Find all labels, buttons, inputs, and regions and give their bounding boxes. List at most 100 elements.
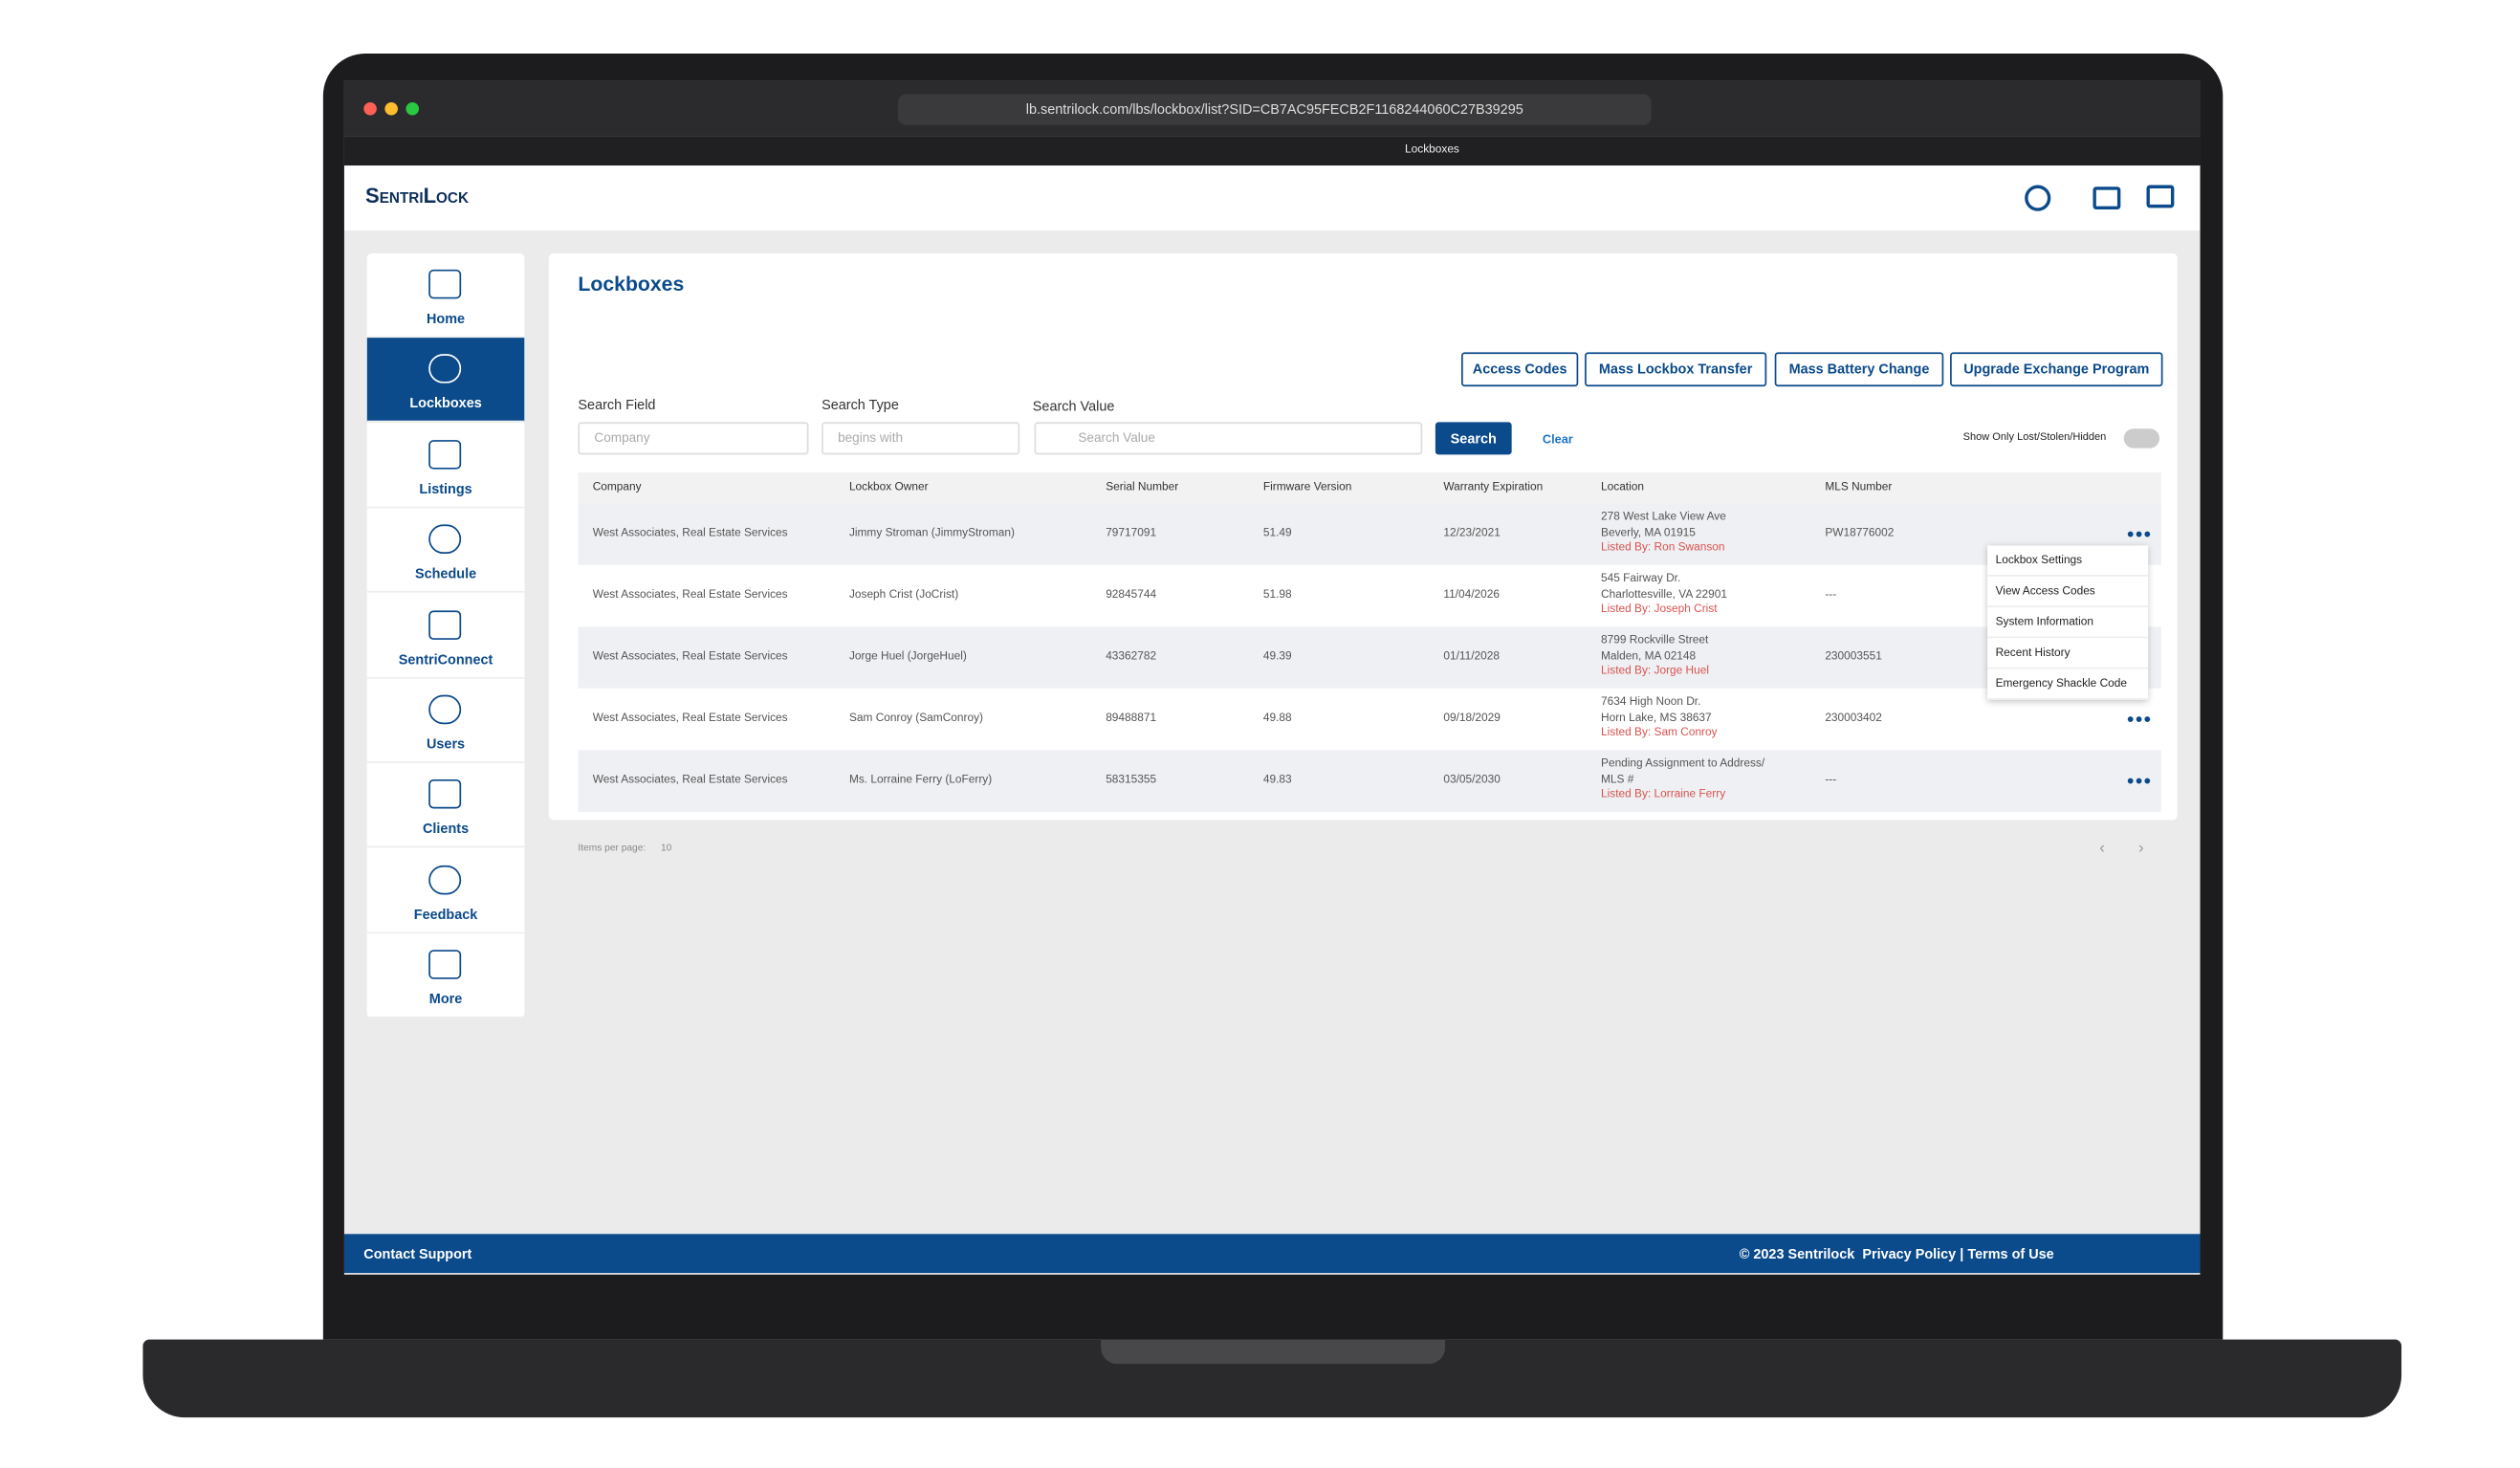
nav-icon	[428, 950, 462, 980]
cell: 12/23/2021	[1443, 527, 1501, 539]
nav-icon	[428, 779, 462, 810]
action-button[interactable]: Upgrade Exchange Program	[1950, 352, 2163, 387]
cell: Joseph Crist (JoCrist)	[848, 589, 959, 602]
next-page[interactable]: ›	[2138, 839, 2144, 858]
column-header: Warranty Expiration	[1443, 482, 1544, 494]
clear-link[interactable]: Clear	[1542, 431, 1573, 447]
context-menu: Lockbox Settings View Access Codes System …	[1987, 545, 2149, 700]
nav-item[interactable]: Listings	[366, 424, 525, 509]
nav-icon	[428, 865, 462, 895]
row-menu[interactable]: •••	[2127, 708, 2153, 732]
cell: PW18776002	[1825, 527, 1895, 539]
cell: 230003551	[1825, 650, 1882, 663]
cell: 43362782	[1106, 650, 1157, 663]
table-header	[578, 472, 2161, 504]
column-header: Firmware Version	[1262, 482, 1352, 494]
cell: Sam Conroy (SamConroy)	[848, 712, 983, 725]
nav-label: Clients	[422, 821, 470, 838]
menu-item[interactable]: View Access Codes	[1987, 577, 2149, 607]
column-header: Lockbox Owner	[848, 482, 929, 494]
cell: 49.39	[1262, 650, 1292, 663]
cell: 58315355	[1106, 774, 1157, 786]
row-menu[interactable]: •••	[2127, 522, 2153, 546]
cell: Jorge Huel (JorgeHuel)	[848, 650, 967, 663]
nav-item[interactable]: More	[366, 934, 525, 1019]
main-panel: Lockboxes Access Codes Mass Lockbox Transf…	[548, 252, 2178, 857]
nav-icon	[428, 694, 462, 725]
cell: 51.98	[1262, 589, 1292, 602]
location-line: Malden, MA 02148	[1601, 649, 1697, 662]
nav-item[interactable]: Feedback	[366, 849, 525, 933]
copyright: © 2023 Sentrilock Privacy Policy | Terms…	[1740, 1234, 2054, 1273]
nav-label: Lockboxes	[409, 395, 482, 412]
nav-icon	[428, 609, 462, 640]
url-bar[interactable]: lb.sentrilock.com/lbs/lockbox/list?SID=C…	[897, 94, 1652, 125]
column-header: MLS Number	[1825, 482, 1893, 494]
table-row	[578, 564, 2161, 627]
nav-item[interactable]: SentriConnect	[366, 594, 525, 678]
cell: West Associates, Real Estate Services	[592, 774, 788, 786]
menu-item[interactable]: Lockbox Settings	[1987, 545, 2149, 577]
terms-link[interactable]: Terms of Use	[1967, 1245, 2054, 1262]
location-line: 545 Fairway Dr.	[1601, 573, 1681, 585]
search-type-select[interactable]: begins with	[822, 422, 1020, 455]
items-per-page-label: Items per page:	[578, 844, 646, 855]
location-line: Pending Assignment to Address/	[1601, 757, 1765, 770]
screen: lb.sentrilock.com/lbs/lockbox/list?SID=C…	[343, 80, 2201, 1275]
nav-icon	[428, 269, 462, 299]
action-button[interactable]: Mass Battery Change	[1774, 352, 1944, 387]
action-button[interactable]: Mass Lockbox Transfer	[1585, 352, 1767, 387]
nav-icon	[428, 439, 462, 470]
row-menu[interactable]: •••	[2127, 769, 2153, 793]
nav-label: Users	[426, 735, 466, 753]
action-button[interactable]: Access Codes	[1461, 352, 1579, 387]
location-line: 278 West Lake View Ave	[1601, 511, 1726, 523]
toggle[interactable]	[2123, 428, 2160, 449]
privacy-link[interactable]: Privacy Policy	[1862, 1245, 1957, 1262]
table-row	[578, 688, 2161, 751]
column-header: Serial Number	[1106, 482, 1179, 494]
cell: 11/04/2026	[1443, 589, 1500, 602]
browser-toolbar: lb.sentrilock.com/lbs/lockbox/list?SID=C…	[343, 80, 2201, 137]
logo[interactable]: SentriLock	[365, 183, 470, 208]
cell: 92845744	[1106, 589, 1157, 602]
nav-label: Feedback	[413, 906, 478, 923]
location-line: 7634 High Noon Dr.	[1601, 696, 1701, 709]
cell: 01/11/2028	[1443, 650, 1500, 663]
prev-page[interactable]: ‹	[2099, 839, 2105, 858]
menu-item[interactable]: Emergency Shackle Code	[1987, 668, 2149, 700]
contact-support[interactable]: Contact Support	[363, 1245, 472, 1262]
nav-label: SentriConnect	[398, 650, 493, 668]
search-button[interactable]: Search	[1435, 422, 1512, 455]
cell: 09/18/2029	[1443, 712, 1501, 725]
nav-icon	[428, 524, 462, 555]
sidebar: Home Lockboxes Listings Schedule SentriConne…	[366, 252, 525, 1019]
cell: West Associates, Real Estate Services	[592, 527, 788, 539]
location-line: Beverly, MA 01915	[1601, 526, 1696, 538]
column-header: Location	[1601, 482, 1644, 494]
nav-item[interactable]: Lockboxes	[366, 338, 525, 424]
cell: West Associates, Real Estate Services	[592, 712, 788, 725]
nav-item[interactable]: Users	[366, 679, 525, 763]
location-line: MLS #	[1601, 774, 1634, 785]
cell: ---	[1825, 774, 1837, 786]
location-line: 8799 Rockville Street	[1601, 634, 1709, 646]
menu-item[interactable]: Recent History	[1987, 638, 2149, 669]
nav-item[interactable]: Clients	[366, 764, 525, 848]
nav-item[interactable]: Home	[366, 253, 525, 339]
search-field-select[interactable]: Company	[578, 422, 809, 455]
items-per-page-select[interactable]: 10	[661, 844, 672, 855]
location-line: Listed By: Ron Swanson	[1601, 542, 1725, 554]
tab-title[interactable]: Lockboxes	[1405, 144, 1459, 156]
nav-item[interactable]: Schedule	[366, 509, 525, 594]
menu-item[interactable]: System Information	[1987, 607, 2149, 639]
nav-label: Home	[426, 310, 466, 327]
search-value-input[interactable]: Search Value	[1034, 422, 1423, 455]
app-header: SentriLock	[343, 165, 2201, 231]
cell: 89488871	[1106, 712, 1157, 725]
location-line: Listed By: Lorraine Ferry	[1601, 789, 1726, 801]
table-row	[578, 503, 2161, 565]
cell: 51.49	[1262, 527, 1292, 539]
nav-label: Listings	[419, 480, 472, 497]
